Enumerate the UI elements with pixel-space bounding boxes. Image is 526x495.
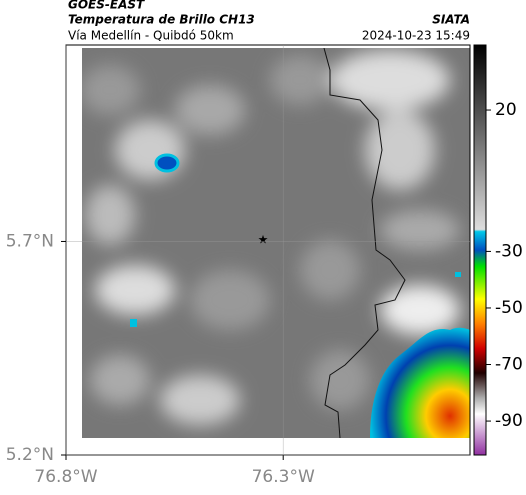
colorbar-label: -90 — [495, 411, 523, 431]
timestamp: 2024-10-23 15:49 — [362, 29, 470, 43]
product-name: Temperatura de Brillo CH13 — [68, 13, 255, 27]
colorbar-label: -70 — [495, 355, 523, 375]
satellite-name: GOES-EAST — [68, 0, 145, 12]
colorbar-label: -50 — [495, 298, 523, 318]
x-tick-label: 76.8°W — [34, 467, 97, 487]
colorbar — [473, 44, 487, 456]
x-tick-label: 76.3°W — [252, 467, 315, 487]
location-star: ★ — [258, 233, 269, 247]
colorbar-label: 20 — [495, 100, 517, 120]
source-name: SIATA — [432, 13, 470, 27]
colorbar-label: -30 — [495, 241, 523, 261]
y-tick-label: 5.2°N — [6, 445, 54, 465]
region-name: Vía Medellín - Quibdó 50km — [68, 29, 234, 43]
y-tick-label: 5.7°N — [6, 231, 54, 251]
satellite-image — [82, 48, 470, 438]
